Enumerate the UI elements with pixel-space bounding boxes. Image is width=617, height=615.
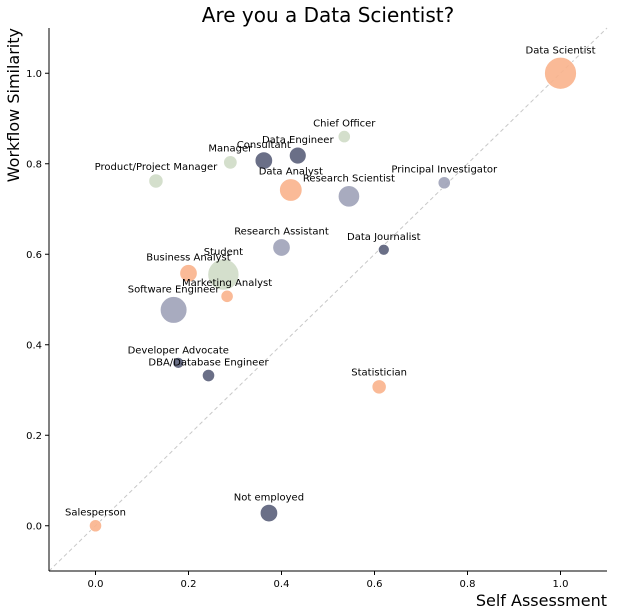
point-label: Student: [204, 247, 243, 258]
y-tick-label: 0.8: [26, 159, 42, 170]
scatter-point: [272, 238, 291, 257]
scatter-point: [337, 130, 351, 144]
scatter-point: [201, 368, 216, 383]
diagonal-reference-line: [48, 27, 608, 572]
chart-title: Are you a Data Scientist?: [202, 3, 454, 27]
scatter-point: [371, 379, 387, 395]
scatter-point: [259, 503, 279, 523]
scatter-point: [254, 151, 273, 170]
scatter-point: [279, 178, 303, 202]
x-tick-label: 0.4: [274, 579, 290, 590]
scatter-point: [544, 56, 577, 90]
point-labels-layer: Data Scientist Chief Officer Data Engineer…: [65, 45, 596, 518]
x-tick-label: 0.8: [460, 579, 476, 590]
point-label: Data Journalist: [347, 232, 421, 243]
point-label: Principal Investigator: [391, 165, 498, 176]
point-label: Research Assistant: [234, 227, 329, 238]
x-tick-label: 0.0: [88, 579, 104, 590]
y-tick-label: 0.4: [26, 340, 42, 351]
y-tick-label: 0.2: [26, 431, 42, 442]
points-layer: [88, 56, 577, 533]
point-label: Manager: [208, 144, 253, 155]
x-tick-label: 0.2: [181, 579, 197, 590]
scatter-point: [288, 146, 307, 165]
point-label: Marketing Analyst: [182, 278, 272, 289]
point-label: Not employed: [234, 492, 304, 503]
x-tick-label: 1.0: [553, 579, 569, 590]
y-tick-label: 0.0: [26, 521, 42, 532]
scatter-point: [179, 264, 198, 283]
point-label: Data Analyst: [259, 167, 323, 178]
x-tick-label: 0.6: [367, 579, 383, 590]
scatter-point: [223, 155, 238, 170]
y-ticks: 0.0 0.2 0.4 0.6 0.8 1.0: [26, 69, 49, 532]
x-axis-label: Self Assessment: [476, 591, 607, 610]
y-tick-label: 1.0: [26, 69, 42, 80]
x-ticks: 0.0 0.2 0.4 0.6 0.8 1.0: [88, 571, 569, 590]
point-label: Chief Officer: [313, 118, 376, 129]
point-label: Developer Advocate: [128, 345, 229, 356]
point-label: Consultant: [237, 140, 291, 151]
scatter-point: [207, 258, 240, 291]
y-tick-label: 0.6: [26, 250, 42, 261]
scatter-point: [220, 289, 234, 303]
point-label: Data Engineer: [262, 135, 334, 146]
scatter-point: [159, 296, 188, 324]
scatter-point: [172, 356, 185, 369]
point-label: Business Analyst: [146, 252, 230, 263]
point-label: Salesperson: [65, 508, 126, 519]
point-label: Data Scientist: [526, 45, 596, 56]
scatter-point: [148, 173, 164, 189]
scatter-point: [437, 176, 451, 190]
y-axis-label: Workflow Similarity: [4, 28, 23, 182]
scatter-point: [337, 185, 361, 208]
point-label: Statistician: [351, 368, 407, 379]
point-label: DBA/Database Engineer: [148, 357, 269, 368]
point-label: Research Scientist: [303, 174, 395, 185]
scatter-point: [88, 519, 103, 533]
point-label: Software Engineer: [128, 285, 221, 296]
scatter-point: [377, 243, 390, 256]
point-label: Product/Project Manager: [95, 162, 218, 173]
